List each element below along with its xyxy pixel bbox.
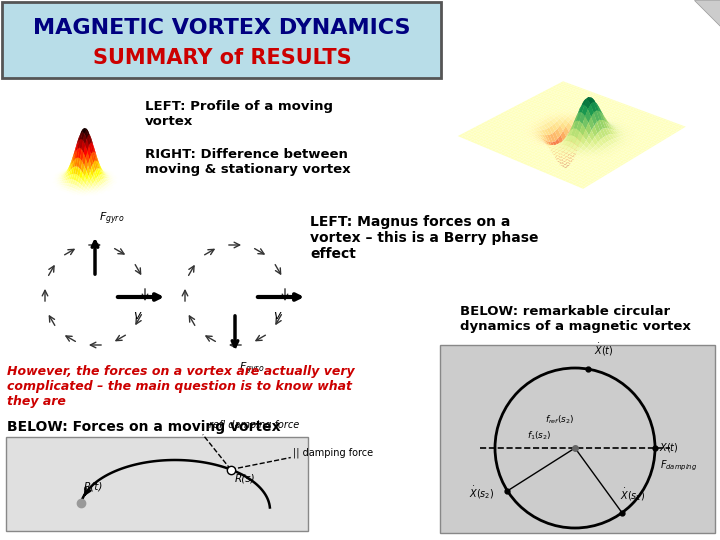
Text: MAGNETIC VORTEX DYNAMICS: MAGNETIC VORTEX DYNAMICS: [33, 18, 410, 38]
FancyBboxPatch shape: [2, 2, 441, 78]
Text: $\dot{X}(s_2)$: $\dot{X}(s_2)$: [469, 484, 495, 501]
Text: RIGHT: Difference between
moving & stationary vortex: RIGHT: Difference between moving & stati…: [145, 148, 351, 176]
Text: $F_{damping}$: $F_{damping}$: [660, 458, 698, 473]
Text: R(s): R(s): [235, 474, 256, 483]
Text: v: v: [274, 309, 281, 322]
Text: $\dot{X}(s_1)$: $\dot{X}(s_1)$: [620, 486, 646, 503]
Text: LEFT: Profile of a moving
vortex: LEFT: Profile of a moving vortex: [145, 100, 333, 128]
FancyBboxPatch shape: [6, 437, 308, 531]
Text: v: v: [133, 309, 140, 322]
Text: || damping force: || damping force: [293, 448, 373, 458]
Text: $F_{gyro}$: $F_{gyro}$: [239, 361, 264, 377]
Text: BELOW: remarkable circular
dynamics of a magnetic vortex: BELOW: remarkable circular dynamics of a…: [460, 305, 691, 333]
Polygon shape: [694, 0, 720, 26]
Text: However, the forces on a vortex are actually very
complicated – the main questio: However, the forces on a vortex are actu…: [7, 365, 355, 408]
Text: SUMMARY of RESULTS: SUMMARY of RESULTS: [93, 48, 351, 68]
Text: LEFT: Magnus forces on a
vortex – this is a Berry phase
effect: LEFT: Magnus forces on a vortex – this i…: [310, 215, 539, 261]
Text: BELOW: Forces on a moving vortex: BELOW: Forces on a moving vortex: [7, 420, 281, 434]
Text: refl damping force: refl damping force: [209, 420, 299, 429]
Text: $F_{gyro}$: $F_{gyro}$: [99, 211, 125, 227]
Text: $f_1(s_2)$: $f_1(s_2)$: [527, 429, 552, 442]
Bar: [440, 345, 715, 533]
Text: $\dot{X}(t)$: $\dot{X}(t)$: [593, 342, 613, 359]
Text: R(t): R(t): [84, 482, 104, 491]
Text: $f_{ref}(s_2)$: $f_{ref}(s_2)$: [545, 414, 575, 427]
Text: $X(t)$: $X(t)$: [659, 441, 679, 454]
